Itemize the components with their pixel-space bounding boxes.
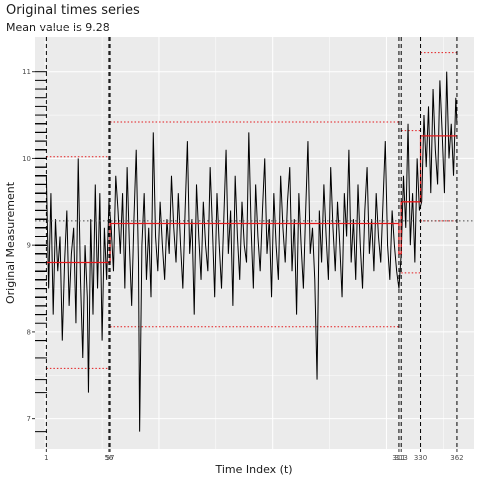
- y-tick-label: 9: [27, 242, 31, 250]
- y-tick-label: 10: [22, 155, 31, 163]
- x-tick-label: 330: [414, 454, 427, 462]
- x-axis-title: Time Index (t): [214, 463, 292, 476]
- series-line: [45, 71, 458, 432]
- x-tick-label: 57: [106, 454, 115, 462]
- chart-subtitle: Mean value is 9.28: [6, 21, 110, 34]
- y-tick-label: 7: [27, 415, 31, 423]
- y-tick-label: 11: [22, 68, 31, 76]
- changepoint-lines: [45, 37, 458, 449]
- y-tick-label: 8: [27, 328, 31, 336]
- x-tick-label: 56: [104, 454, 113, 462]
- y-axis-ticks: 7 8 9 10 11: [22, 68, 35, 423]
- y-axis-title: Original Measurement: [4, 181, 17, 304]
- x-tick-label: 1: [44, 454, 48, 462]
- segment-bands: [46, 52, 457, 369]
- x-tick-label: 311: [392, 454, 405, 462]
- chart-title: Original times series: [6, 3, 140, 18]
- x-tick-label: 362: [450, 454, 463, 462]
- rug-marks: [35, 71, 47, 433]
- series-layer: [45, 71, 458, 432]
- x-tick-label: 313: [395, 454, 408, 462]
